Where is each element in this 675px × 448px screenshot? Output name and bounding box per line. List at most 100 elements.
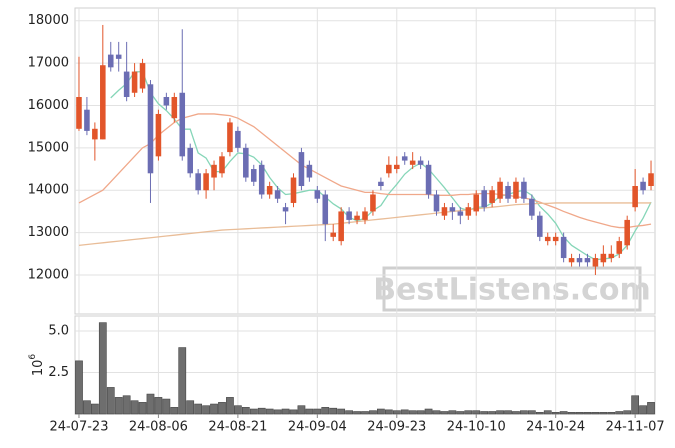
candle-body	[139, 63, 146, 89]
volume-bar	[114, 397, 123, 415]
x-tick-label: 24-10-10	[447, 420, 506, 435]
candle-body	[163, 97, 170, 106]
volume-bar	[241, 407, 250, 415]
candle-body	[592, 258, 599, 267]
candle-body	[219, 156, 225, 174]
candle-body	[84, 109, 90, 131]
volume-bar	[138, 402, 147, 415]
watermark-box	[382, 266, 642, 312]
x-tick-label: 24-07-23	[49, 420, 108, 435]
volume-bar	[218, 402, 226, 415]
candle-body	[608, 253, 615, 259]
volume-bar	[496, 410, 504, 415]
volume-bar	[591, 412, 600, 415]
volume-bar	[265, 408, 274, 415]
candle-body	[624, 219, 630, 246]
volume-bar	[194, 403, 203, 415]
candle-body	[529, 198, 535, 216]
volume-bar	[559, 411, 568, 415]
volume-bar	[202, 405, 210, 415]
candle-body	[227, 122, 233, 153]
candle-body	[306, 164, 313, 178]
candle-body	[362, 211, 368, 220]
y-tick-label: 2.5	[48, 365, 69, 380]
volume-bar	[512, 411, 520, 415]
candle-body	[489, 190, 495, 203]
volume-bar	[186, 400, 195, 415]
candle-body	[131, 71, 138, 93]
ma-line	[110, 70, 652, 261]
candle-body	[441, 207, 448, 216]
candle-body	[401, 156, 408, 161]
volume-bar	[527, 410, 536, 415]
volume-bar	[226, 397, 234, 415]
candle-body	[370, 194, 376, 212]
y-tick-label: 17000	[28, 56, 69, 71]
volume-bar	[599, 412, 608, 415]
volume-bar	[353, 411, 361, 415]
candle-body	[250, 169, 257, 182]
candle-body	[473, 194, 480, 212]
y-tick-label: 16000	[28, 98, 69, 113]
volume-bar	[488, 411, 496, 415]
volume-bar	[178, 347, 187, 415]
volume-bar	[456, 411, 465, 415]
candle-body	[338, 211, 344, 242]
volume-bar	[273, 409, 282, 415]
y-tick-label: 18000	[28, 13, 69, 28]
candle-body	[600, 253, 607, 263]
volume-bar	[321, 407, 330, 415]
candle-body	[409, 160, 416, 165]
volume-bar	[567, 412, 576, 415]
candle-body	[632, 186, 638, 208]
y-tick-label: 5.0	[48, 323, 69, 338]
volume-bar	[122, 395, 131, 415]
x-tick-label: 24-08-21	[208, 420, 267, 435]
y-axis-label: 106	[28, 354, 46, 377]
volume-bar	[98, 322, 107, 415]
volume-bar	[551, 412, 560, 415]
volume-bar	[345, 410, 353, 415]
volume-bar	[329, 407, 338, 415]
x-tick-label: 24-09-23	[367, 420, 426, 435]
plot-layer: 12000 13000 14000 15000 16000 17000 18000 2.5 5.…	[28, 7, 665, 435]
y-tick-label: 13000	[28, 225, 69, 240]
candle-body	[513, 181, 519, 199]
volume-bar	[623, 410, 632, 415]
volume-bar	[90, 403, 99, 415]
candle-body	[115, 54, 122, 59]
candle-body	[552, 236, 559, 242]
volume-bar	[234, 405, 242, 415]
y-axis-label-base: 10	[31, 360, 46, 377]
candle-body	[465, 207, 472, 216]
candle-body	[282, 207, 289, 212]
candle-body	[346, 211, 352, 220]
candle-body	[290, 177, 297, 203]
volume-bar	[313, 408, 322, 415]
candle-body	[560, 236, 567, 259]
candle-body	[449, 207, 456, 212]
volume-bar	[162, 398, 171, 415]
volume-bar	[257, 407, 266, 415]
candle-body	[171, 97, 178, 119]
candle-body	[266, 186, 273, 195]
volume-bar	[504, 410, 512, 415]
candle-body	[123, 71, 130, 98]
volume-bar	[408, 410, 417, 415]
candle-body	[386, 164, 392, 174]
volume-bar	[297, 405, 306, 415]
y-tick-label: 15000	[28, 140, 69, 155]
volume-bar	[647, 402, 655, 415]
candle-body	[417, 160, 424, 165]
candle-body	[521, 181, 527, 199]
volume-bar	[305, 408, 314, 415]
x-tick-label: 24-09-04	[288, 420, 347, 435]
volume-bar	[615, 411, 624, 415]
candle-body	[107, 54, 114, 68]
candle-body	[330, 232, 336, 237]
volume-bar	[392, 410, 401, 415]
candle-body	[243, 147, 249, 178]
volume-bar	[384, 409, 393, 415]
candle-body	[100, 65, 106, 140]
candle-body	[457, 211, 464, 216]
